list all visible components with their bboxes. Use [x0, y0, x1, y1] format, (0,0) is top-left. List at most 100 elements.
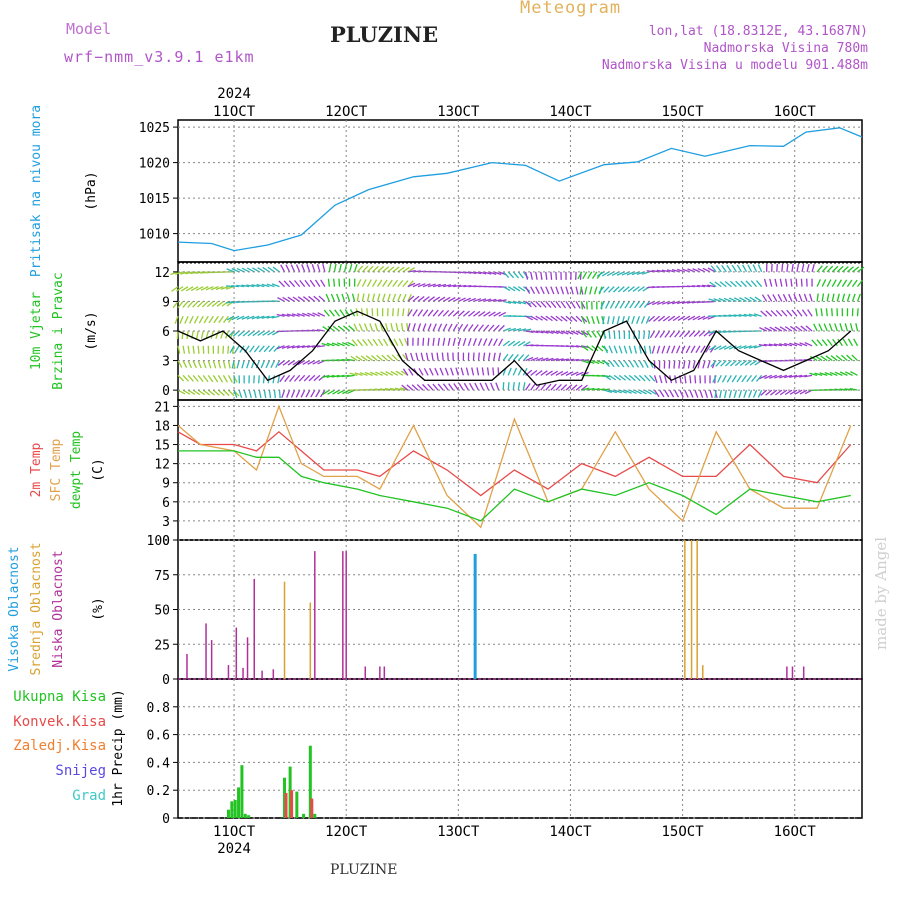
wind-barb [398, 338, 404, 347]
wind-barb [297, 360, 306, 366]
wind-barb [736, 264, 743, 273]
wind-barb [484, 382, 490, 391]
wind-barb [530, 383, 536, 391]
wind-barb [393, 338, 399, 347]
wind-barb [205, 330, 209, 339]
wind-barb [638, 330, 641, 340]
wind-barb [268, 390, 272, 399]
wind-barb [851, 279, 858, 288]
y-tick-label: 0 [162, 673, 170, 688]
wind-barb [185, 271, 194, 275]
wind-barb [246, 315, 255, 320]
total-rain-bar [230, 801, 234, 818]
wind-barb [448, 284, 457, 288]
wind-barb [442, 383, 449, 391]
wind-barb [820, 355, 828, 362]
wind-barb [316, 345, 325, 348]
wind-barb [437, 323, 443, 332]
wind-barb [328, 263, 332, 272]
y-tick-label: 0 [162, 534, 170, 549]
wind-barb [222, 389, 230, 397]
wind-barb [226, 315, 235, 321]
wind-barb [498, 324, 505, 332]
wind-barb [799, 374, 808, 378]
wind-barb [579, 286, 583, 295]
wind-barb [840, 354, 848, 362]
wind-barb [190, 286, 199, 292]
wind-barb [427, 337, 430, 346]
wind-barb [383, 338, 389, 347]
wind-barb [717, 375, 722, 383]
wind-barb [832, 338, 838, 347]
wind-barb [764, 326, 773, 332]
wind-barb [291, 345, 300, 349]
wind-barb [550, 330, 559, 335]
wind-barb [249, 345, 255, 353]
panel-frame-precip [177, 678, 863, 819]
wind-barb [638, 360, 644, 368]
wind-barb [429, 367, 434, 376]
y-tick-label: 75 [154, 569, 170, 584]
high-cloud-ylabel: Visoka Oblacnost [7, 546, 22, 671]
dewpt-ylabel: dewpt Temp [69, 431, 84, 509]
wind-barb [197, 360, 202, 369]
convective-rain-bar [310, 798, 314, 818]
wind-barb [447, 310, 455, 317]
wind-barb [565, 330, 574, 335]
wind-barb [811, 339, 818, 347]
wind-barb [586, 330, 593, 338]
wind-barb [176, 286, 184, 292]
x-tick-label-bottom: 15OCT [662, 824, 705, 840]
wind-barb [190, 271, 199, 275]
wind-barb [560, 330, 569, 335]
wind-barb [381, 354, 389, 362]
wind-barb [299, 279, 306, 288]
wind-barb [790, 325, 798, 332]
wind-barb [432, 323, 437, 332]
wind-barb [434, 367, 439, 376]
wind-barb [385, 371, 394, 376]
wind-barb [488, 338, 493, 347]
wind-barb [502, 271, 510, 279]
wind-barb [837, 338, 843, 347]
wind-barb [450, 367, 454, 376]
wind-barb [799, 389, 808, 395]
wind-barb [217, 389, 225, 396]
wind-barb [372, 338, 379, 347]
wind-barb [507, 367, 512, 376]
wind-barb [192, 300, 199, 308]
wind-barb [581, 315, 586, 324]
wind-barb [281, 389, 286, 398]
wind-barb [325, 293, 330, 302]
wind-barb [412, 323, 416, 332]
wind-barb [638, 301, 645, 309]
mid-cloud-ylabel: Srednja Oblacnost [29, 542, 44, 675]
wind-barb [759, 374, 767, 380]
wind-barb [346, 374, 355, 378]
wind-barb [738, 313, 747, 317]
wind-barb [287, 360, 295, 366]
wind-barb [517, 341, 526, 347]
wind-barb [565, 301, 571, 309]
wind-barb [698, 330, 706, 337]
wind-barb [608, 389, 617, 394]
wind-barb [530, 271, 533, 280]
wind-barb [666, 345, 671, 354]
wind-barb [565, 358, 574, 362]
precip-ylabel: 1hr Precip (mm) [111, 689, 126, 806]
wind-barb [172, 301, 179, 309]
wind-barb [397, 279, 404, 288]
wind-barb [656, 345, 661, 354]
wind-barb [560, 358, 569, 362]
wind-barb [604, 301, 610, 309]
wind-barb [415, 352, 419, 361]
wind-barb [246, 360, 250, 369]
wind-barb [743, 389, 748, 398]
low-cloud-bar [210, 640, 213, 679]
wind-barb [268, 345, 275, 353]
wind-barb [682, 360, 686, 369]
wind-barb [364, 371, 373, 376]
wind-barb [618, 345, 623, 354]
wind-barb [705, 345, 711, 353]
wind-barb [842, 338, 848, 347]
